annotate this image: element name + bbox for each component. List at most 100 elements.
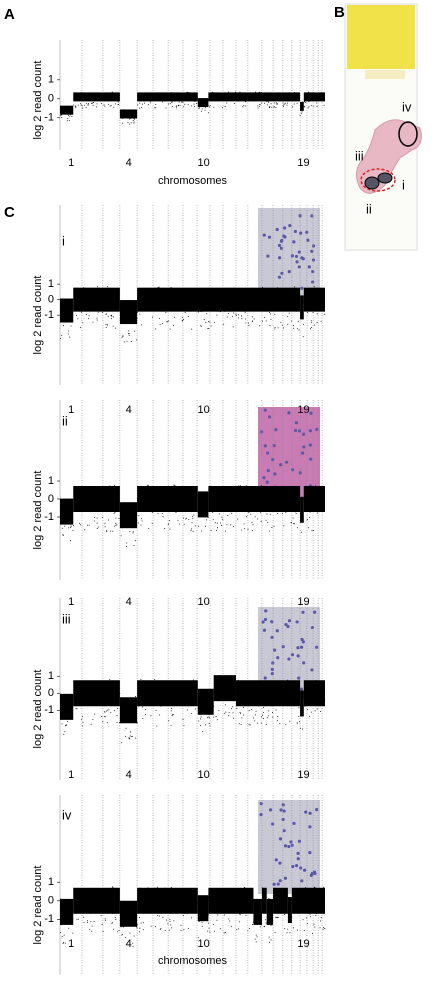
read-count-point xyxy=(87,104,89,106)
read-count-point xyxy=(129,123,131,125)
read-count-point xyxy=(129,735,131,737)
read-count-point xyxy=(72,932,74,934)
read-count-point xyxy=(125,917,127,919)
read-count-point xyxy=(138,897,140,899)
read-count-point xyxy=(187,898,189,900)
read-count-point xyxy=(139,909,141,911)
read-count-point xyxy=(296,310,298,312)
read-count-point xyxy=(268,101,270,103)
read-count-point xyxy=(299,114,301,116)
read-count-point xyxy=(225,530,227,532)
read-count-point xyxy=(169,528,171,530)
read-count-point xyxy=(82,699,84,701)
read-count-point xyxy=(86,102,88,104)
read-count-point xyxy=(202,301,204,303)
read-count-point xyxy=(130,117,132,119)
read-count-point xyxy=(226,524,228,526)
cell xyxy=(310,249,314,253)
read-count-point xyxy=(287,316,289,318)
read-count-point xyxy=(232,326,234,328)
read-count-point xyxy=(110,104,112,106)
read-count-point xyxy=(219,905,221,907)
read-count-point xyxy=(96,517,98,519)
read-count-band xyxy=(213,675,236,702)
read-count-point xyxy=(225,888,227,890)
read-count-point xyxy=(307,923,309,925)
read-count-point xyxy=(133,544,135,546)
read-count-point xyxy=(283,907,285,909)
read-count-point xyxy=(147,504,149,506)
read-count-point xyxy=(285,889,287,891)
read-count-point xyxy=(198,720,200,722)
read-count-point xyxy=(319,698,321,700)
read-count-point xyxy=(262,707,264,709)
read-count-point xyxy=(154,96,156,98)
read-count-point xyxy=(125,937,127,939)
read-count-point xyxy=(116,898,118,900)
read-count-point xyxy=(227,684,229,686)
read-count-point xyxy=(206,313,208,315)
read-count-point xyxy=(113,106,115,108)
read-count-point xyxy=(115,522,117,524)
read-count-point xyxy=(224,899,226,901)
read-count-point xyxy=(242,300,244,302)
read-count-point xyxy=(309,511,311,513)
x-tick-label: 1 xyxy=(68,157,74,169)
read-count-point xyxy=(104,919,106,921)
read-count-point xyxy=(132,518,134,520)
read-count-point xyxy=(217,719,219,721)
read-count-point xyxy=(106,899,108,901)
read-count-point xyxy=(141,696,143,698)
read-count-point xyxy=(316,689,318,691)
read-count-point xyxy=(307,91,309,93)
read-count-point xyxy=(246,94,248,96)
read-count-point xyxy=(161,704,163,706)
read-count-point xyxy=(162,916,164,918)
read-count-point xyxy=(192,518,194,520)
read-count-point xyxy=(186,506,188,508)
read-count-point xyxy=(286,104,288,106)
read-count-point xyxy=(92,894,94,896)
read-count-point xyxy=(170,286,172,288)
y-tick-label: 1 xyxy=(48,876,54,888)
read-count-point xyxy=(302,296,304,298)
read-count-point xyxy=(156,725,158,727)
read-count-point xyxy=(171,101,173,103)
read-count-point xyxy=(208,327,210,329)
read-count-point xyxy=(164,887,166,889)
read-count-point xyxy=(94,892,96,894)
read-count-point xyxy=(147,104,149,106)
read-count-point xyxy=(183,725,185,727)
read-count-point xyxy=(323,98,325,100)
read-count-point xyxy=(61,723,63,725)
read-count-point xyxy=(73,307,75,309)
read-count-point xyxy=(182,319,184,321)
read-count-point xyxy=(218,513,220,515)
read-count-point xyxy=(279,900,281,902)
read-count-point xyxy=(305,101,307,103)
read-count-band xyxy=(119,502,138,529)
read-count-point xyxy=(278,506,280,508)
read-count-point xyxy=(222,489,224,491)
read-count-point xyxy=(105,310,107,312)
read-count-point xyxy=(100,103,102,105)
read-count-point xyxy=(302,336,304,338)
read-count-point xyxy=(300,112,302,114)
read-count-point xyxy=(200,99,202,101)
read-count-point xyxy=(318,511,320,513)
read-count-point xyxy=(79,524,81,526)
read-count-point xyxy=(310,320,312,322)
cell xyxy=(281,817,285,822)
read-count-point xyxy=(153,680,155,682)
read-count-point xyxy=(233,890,235,892)
read-count-point xyxy=(158,915,160,917)
read-count-point xyxy=(300,696,302,698)
read-count-point xyxy=(113,502,115,504)
read-count-point xyxy=(158,501,160,503)
read-count-point xyxy=(155,95,157,97)
read-count-point xyxy=(256,936,258,938)
read-count-point xyxy=(233,312,235,314)
read-count-point xyxy=(109,679,111,681)
read-count-point xyxy=(197,902,199,904)
